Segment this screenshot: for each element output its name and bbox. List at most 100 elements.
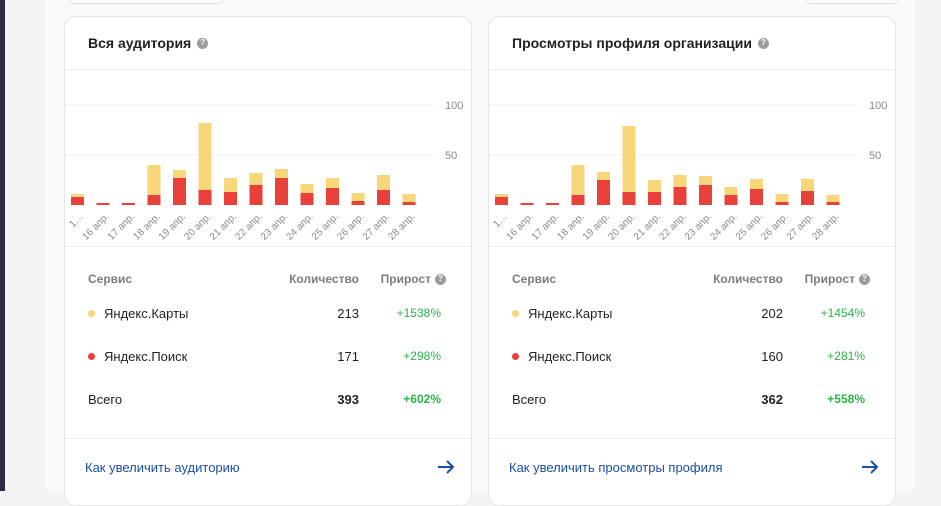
bar-search[interactable] (775, 202, 789, 205)
bar-search[interactable] (377, 190, 390, 205)
bar-maps[interactable] (249, 173, 263, 185)
bar-maps[interactable] (147, 165, 161, 195)
help-icon[interactable]: ? (197, 37, 209, 49)
bar-search[interactable] (275, 178, 288, 205)
bar-maps[interactable] (326, 178, 339, 188)
bar-search[interactable] (495, 197, 508, 205)
bar-maps[interactable] (402, 194, 416, 202)
divider (65, 69, 471, 70)
yandex-search-dot (512, 353, 519, 360)
bar-maps[interactable] (673, 175, 687, 187)
x-tick-label: 18 апр. (555, 211, 586, 242)
bar-maps[interactable] (826, 195, 840, 202)
bar-search[interactable] (122, 203, 135, 205)
bar-search[interactable] (402, 202, 416, 205)
bar-search[interactable] (826, 202, 840, 205)
column-header-growth: Прирост ? (381, 272, 446, 286)
bar-search[interactable] (699, 185, 712, 205)
x-tick-label: 26 апр. (759, 211, 790, 242)
bar-search[interactable] (724, 195, 738, 205)
table-row: Яндекс.Поиск 171 +298% (65, 349, 471, 369)
yandex-maps-dot (512, 310, 519, 317)
x-tick-label: 25 апр. (734, 211, 765, 242)
x-tick-label: 1… (67, 211, 86, 230)
bar-search[interactable] (300, 193, 314, 205)
bar-search[interactable] (326, 188, 339, 205)
bar-maps[interactable] (597, 172, 610, 180)
x-tick-label: 20 апр. (606, 211, 637, 242)
y-tick-label: 50 (869, 150, 881, 162)
bar-search[interactable] (801, 191, 814, 205)
bar-search[interactable] (520, 203, 534, 205)
x-tick-label: 25 апр. (310, 211, 341, 242)
x-tick-label: 27 апр. (785, 211, 816, 242)
x-tick-label: 21 апр. (632, 211, 663, 242)
bar-maps[interactable] (724, 187, 738, 195)
bar-search[interactable] (249, 185, 263, 205)
bar-maps[interactable] (224, 178, 237, 192)
increase-audience-link[interactable]: Как увеличить аудиторию (85, 460, 240, 475)
x-tick-label: 23 апр. (259, 211, 290, 242)
table-row: Яндекс.Поиск 160 +281% (489, 349, 895, 369)
table-row: Яндекс.Карты 202 +1454% (489, 306, 895, 326)
help-icon[interactable]: ? (757, 37, 769, 49)
table-row: Яндекс.Карты 213 +1538% (65, 306, 471, 326)
bar-maps[interactable] (622, 126, 636, 192)
x-tick-label: 20 апр. (182, 211, 213, 242)
column-header-service: Сервис (512, 272, 557, 286)
x-tick-label: 17 апр. (530, 211, 561, 242)
y-tick-label: 50 (445, 150, 457, 162)
column-header-service: Сервис (88, 272, 133, 286)
yandex-maps-dot (88, 310, 95, 317)
divider (489, 69, 895, 70)
x-tick-label: 18 апр. (131, 211, 162, 242)
x-tick-label: 26 апр. (335, 211, 366, 242)
bar-maps[interactable] (495, 194, 508, 197)
bar-search[interactable] (750, 189, 763, 205)
bar-maps[interactable] (571, 165, 585, 195)
bar-maps[interactable] (173, 170, 186, 178)
help-icon[interactable]: ? (435, 273, 446, 285)
profile-views-chart: 50 100 1…16 апр.17 апр.18 апр.19 апр.20 ап… (489, 100, 887, 243)
bar-search[interactable] (673, 187, 687, 205)
bar-search[interactable] (173, 178, 186, 205)
bar-maps[interactable] (648, 180, 661, 192)
card-title: Просмотры профиля организации ? (512, 35, 769, 51)
bar-search[interactable] (198, 190, 212, 205)
bar-search[interactable] (224, 192, 237, 205)
column-header-growth: Прирост ? (805, 272, 870, 286)
bar-maps[interactable] (275, 169, 288, 178)
profile-views-card: Просмотры профиля организации ? 50 100 1… 1… (488, 16, 896, 506)
bar-maps[interactable] (198, 123, 212, 190)
x-tick-label: 24 апр. (708, 211, 739, 242)
bar-maps[interactable] (699, 176, 712, 185)
bar-search[interactable] (571, 195, 585, 205)
bar-maps[interactable] (300, 184, 314, 193)
bar-maps[interactable] (71, 194, 84, 197)
card-title: Вся аудитория ? (88, 35, 209, 51)
bar-search[interactable] (597, 180, 610, 205)
table-row-total: Всего 393 +602% (88, 392, 441, 407)
bar-search[interactable] (648, 192, 661, 205)
bar-search[interactable] (96, 203, 110, 205)
column-header-count: Количество (289, 272, 359, 286)
bar-maps[interactable] (377, 175, 390, 190)
bar-maps[interactable] (775, 194, 789, 202)
divider (489, 246, 895, 247)
bar-maps[interactable] (750, 179, 763, 189)
x-tick-label: 17 апр. (106, 211, 137, 242)
bar-search[interactable] (351, 201, 365, 205)
y-tick-label: 100 (445, 100, 463, 112)
increase-profile-views-link[interactable]: Как увеличить просмотры профиля (509, 460, 723, 475)
bar-search[interactable] (147, 195, 161, 205)
bar-search[interactable] (622, 192, 636, 205)
arrow-right-icon[interactable] (437, 460, 455, 474)
arrow-right-icon[interactable] (861, 460, 879, 474)
top-right-control-edge (806, 0, 898, 4)
audience-chart: 50 100 1…16 апр.17 апр.18 апр.19 апр.20 ап… (65, 100, 463, 243)
bar-maps[interactable] (801, 179, 814, 191)
help-icon[interactable]: ? (859, 273, 870, 285)
bar-maps[interactable] (351, 193, 365, 201)
bar-search[interactable] (546, 203, 559, 205)
bar-search[interactable] (71, 197, 84, 205)
